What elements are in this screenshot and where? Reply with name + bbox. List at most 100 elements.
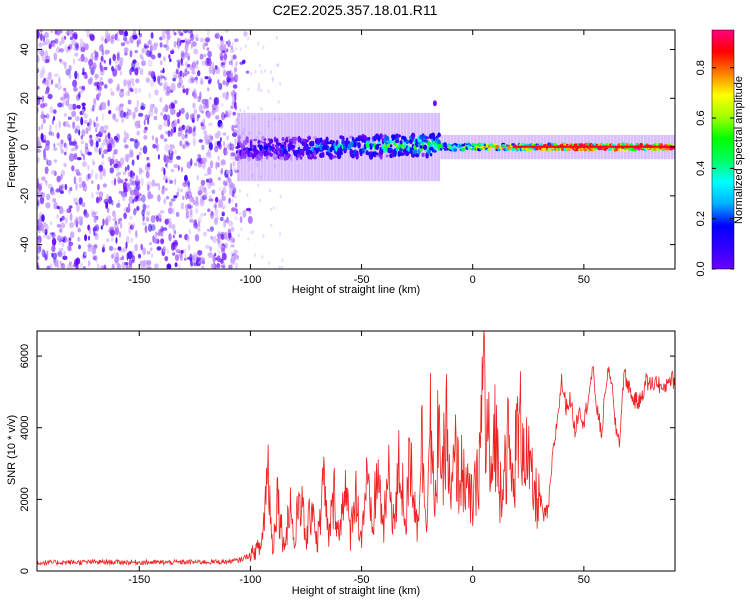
heatmap-cell: [230, 76, 235, 84]
heatmap-cell: [228, 177, 231, 181]
heatmap-cell: [220, 259, 224, 265]
heatmap-cell: [83, 266, 86, 269]
heatmap-cell: [490, 143, 493, 146]
heatmap-cell: [252, 230, 255, 234]
heatmap-cell: [164, 143, 170, 152]
heatmap-cell: [214, 252, 217, 257]
heatmap-cell: [214, 65, 218, 70]
snr-y-tick-label: 2000: [19, 487, 31, 511]
heatmap-cell: [51, 79, 54, 85]
heatmap-cell: [76, 104, 81, 109]
heatmap-cell: [37, 55, 40, 63]
heatmap-cell: [98, 195, 103, 203]
heatmap-cell: [85, 30, 90, 34]
heatmap-cell: [172, 77, 176, 82]
heatmap-cell: [80, 117, 84, 126]
heatmap-cell: [247, 106, 250, 110]
heatmap-cell: [134, 50, 138, 54]
heatmap-cell: [129, 87, 134, 92]
heatmap-cell: [231, 58, 234, 67]
heatmap-cell: [207, 148, 211, 154]
heatmap-cell: [142, 247, 147, 256]
heatmap-cell: [177, 165, 180, 172]
heatmap-cell: [82, 105, 85, 110]
heatmap-cell: [81, 153, 84, 157]
heatmap-cell: [170, 198, 176, 202]
heatmap-cell: [190, 158, 193, 167]
heatmap-cell: [135, 175, 139, 182]
heatmap-cell: [68, 124, 71, 128]
heatmap-cell: [95, 133, 100, 137]
heatmap-cell: [61, 240, 65, 248]
heatmap-cell: [159, 96, 163, 103]
heatmap-cell: [174, 262, 178, 268]
heatmap-cell: [223, 140, 226, 148]
heatmap-cell: [189, 79, 192, 84]
heatmap-cell: [158, 82, 163, 86]
heatmap-cell: [176, 59, 182, 63]
heatmap-cell: [208, 170, 212, 175]
heatmap-cell: [225, 244, 228, 248]
heatmap-cell: [136, 154, 140, 160]
heatmap-cell: [157, 154, 160, 160]
heatmap-cell: [162, 227, 168, 231]
heatmap-cell: [124, 40, 130, 44]
heatmap-cell: [107, 143, 112, 152]
heatmap-cell: [232, 77, 235, 82]
heatmap-cell: [234, 137, 237, 146]
heatmap-cell: [194, 162, 198, 167]
heatmap-cell: [301, 150, 305, 157]
heatmap-cell: [117, 199, 120, 205]
heatmap-cell: [146, 260, 152, 266]
heatmap-cell: [62, 255, 68, 260]
heatmap-cell: [60, 170, 66, 176]
heatmap-cell: [173, 74, 179, 79]
heatmap-cell: [120, 191, 125, 198]
heatmap-cell: [235, 216, 238, 221]
heatmap-cell: [154, 89, 159, 96]
heatmap-cell: [120, 222, 123, 229]
spectrogram-y-tick-label: -40: [19, 237, 31, 253]
heatmap-cell: [47, 72, 52, 80]
heatmap-cell: [147, 117, 150, 125]
heatmap-cell: [163, 154, 167, 163]
heatmap-cell: [583, 145, 589, 148]
heatmap-cell: [100, 65, 104, 72]
heatmap-cell: [84, 251, 87, 256]
heatmap-cell: [82, 67, 85, 75]
heatmap-cell: [68, 64, 72, 72]
heatmap-cell: [127, 99, 132, 105]
heatmap-cell: [70, 264, 74, 269]
heatmap-cell: [548, 145, 554, 148]
heatmap-cell: [177, 187, 180, 194]
heatmap-cell: [260, 88, 262, 92]
heatmap-cell: [154, 107, 158, 115]
heatmap-cell: [606, 145, 612, 148]
heatmap-cell: [371, 139, 375, 143]
heatmap-cell: [141, 47, 145, 54]
heatmap-cell: [179, 141, 183, 146]
heatmap-cell: [41, 99, 45, 104]
heatmap-cell: [63, 251, 66, 257]
heatmap-cell: [47, 93, 53, 100]
heatmap-cell: [67, 116, 72, 120]
heatmap-cell: [219, 52, 224, 57]
heatmap-cell: [80, 140, 85, 144]
heatmap-cell: [203, 231, 207, 237]
heatmap-cell: [58, 41, 62, 46]
heatmap-cell: [164, 104, 169, 113]
heatmap-cell: [184, 174, 188, 182]
heatmap-cell: [192, 102, 196, 109]
heatmap-cell: [185, 142, 191, 147]
heatmap-cell: [268, 188, 271, 193]
heatmap-cell: [163, 167, 166, 176]
heatmap-cell: [235, 262, 239, 269]
heatmap-cell: [114, 118, 119, 123]
heatmap-cell: [110, 179, 115, 185]
heatmap-cell: [67, 30, 72, 33]
heatmap-cell: [160, 112, 164, 116]
heatmap-cell: [230, 45, 234, 50]
spectrogram-x-tick-label: -100: [239, 274, 261, 286]
heatmap-cell: [147, 184, 150, 192]
heatmap-cell: [219, 137, 222, 142]
